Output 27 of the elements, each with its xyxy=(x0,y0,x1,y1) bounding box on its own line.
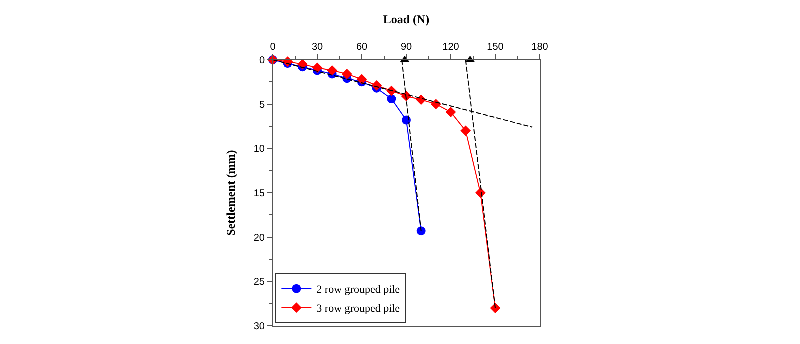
y-tick-label: 0 xyxy=(259,56,266,66)
point xyxy=(387,94,396,104)
y-tick-label: 30 xyxy=(254,322,266,332)
point xyxy=(446,107,456,118)
y-tick-label: 25 xyxy=(254,277,266,288)
x-tick-label: 0 xyxy=(270,42,276,53)
point xyxy=(312,62,323,74)
point xyxy=(430,99,442,110)
x-tick-label: 90 xyxy=(400,42,412,53)
x-tick-label: 180 xyxy=(532,42,549,53)
y-tick-label: 5 xyxy=(259,100,266,111)
legend-label: 2 row grouped pile xyxy=(316,284,400,296)
x-tick-label: 150 xyxy=(487,42,504,53)
x-tick-label: 30 xyxy=(312,42,324,53)
x-tick-label: 60 xyxy=(356,42,368,53)
point xyxy=(416,226,426,236)
y-tick-label: 20 xyxy=(254,232,266,244)
point xyxy=(327,65,338,76)
y-tick-label: 10 xyxy=(254,144,266,156)
point xyxy=(356,74,368,85)
x-axis-title: Load (N) xyxy=(383,12,430,26)
y-tick-label: 15 xyxy=(254,188,266,200)
point xyxy=(460,126,472,136)
legend-label: 3 row grouped pile xyxy=(316,303,400,316)
y-axis-title: Settlement (mm) xyxy=(224,150,238,236)
point xyxy=(342,68,352,80)
x-tick-label: 120 xyxy=(442,42,460,53)
